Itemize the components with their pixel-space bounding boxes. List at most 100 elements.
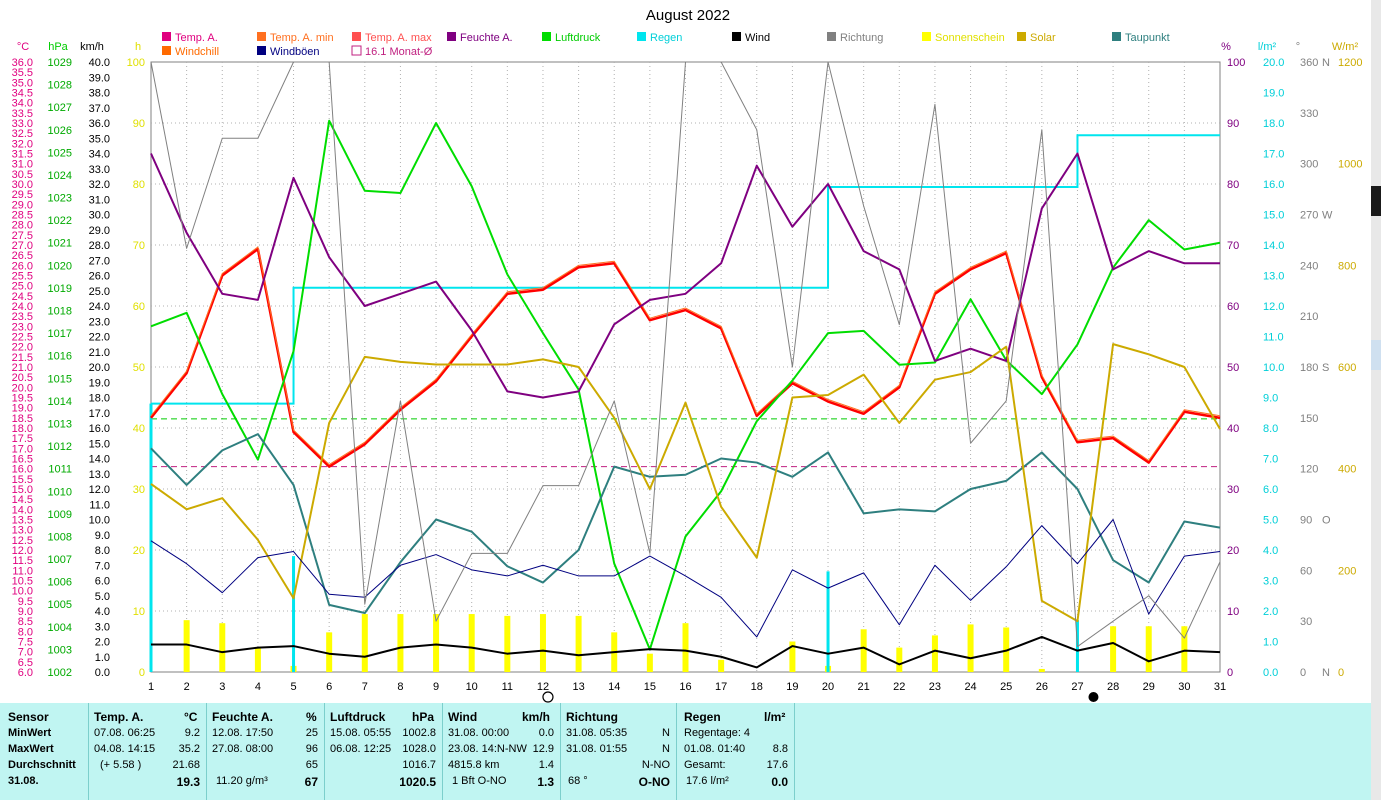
sun-tick-label: 60 bbox=[133, 301, 145, 313]
temp-tick-label: 14.5 bbox=[12, 494, 33, 506]
series-luftdruck-line bbox=[150, 119, 1221, 651]
humidity-tick-label: 90 bbox=[1227, 118, 1239, 130]
wind-tick-label: 15.0 bbox=[89, 438, 110, 450]
sunshine-bar bbox=[967, 624, 974, 672]
x-tick-label: 23 bbox=[929, 681, 941, 693]
temp-tick-label: 29.0 bbox=[12, 199, 33, 211]
axis-unit-pressure: hPa bbox=[48, 41, 68, 53]
temp-tick-label: 22.5 bbox=[12, 332, 33, 344]
wind-tick-label: 16.0 bbox=[89, 423, 110, 435]
solar-tick-label: 1200 bbox=[1338, 57, 1362, 69]
legend-swatch bbox=[352, 32, 361, 41]
direction-today: O-NO bbox=[638, 775, 670, 789]
rain-tick-label: 4.0 bbox=[1263, 545, 1278, 557]
wind-tick-label: 29.0 bbox=[89, 225, 110, 237]
pressure-unit: hPa bbox=[412, 710, 435, 724]
adjacent-window-edge bbox=[1371, 0, 1381, 800]
temp-tick-label: 27.0 bbox=[12, 240, 33, 252]
wind-tick-label: 30.0 bbox=[89, 210, 110, 222]
x-tick-label: 4 bbox=[255, 681, 261, 693]
temp-tick-label: 34.5 bbox=[12, 88, 33, 100]
direction-tick-label: 30 bbox=[1300, 616, 1312, 628]
temp-tick-label: 28.5 bbox=[12, 210, 33, 222]
temp-tick-label: 21.5 bbox=[12, 352, 33, 364]
x-tick-label: 25 bbox=[1000, 681, 1012, 693]
sun-tick-label: 30 bbox=[133, 484, 145, 496]
wind-tick-label: 19.0 bbox=[89, 377, 110, 389]
sunshine-bar bbox=[254, 647, 261, 672]
direction-tick-label: 90 bbox=[1300, 515, 1312, 527]
temp-tick-label: 18.0 bbox=[12, 423, 33, 435]
series-taupunkt-line bbox=[150, 433, 1221, 615]
rain-total-label: Gesamt: bbox=[684, 759, 726, 771]
humidity-avg-val: 65 bbox=[305, 759, 318, 771]
legend-label: Temp. A. min bbox=[270, 32, 334, 44]
temp-tick-label: 30.0 bbox=[12, 179, 33, 191]
humidity-abs: 11.20 g/m³ bbox=[216, 775, 268, 787]
temp-tick-label: 17.0 bbox=[12, 443, 33, 455]
wind-tick-label: 24.0 bbox=[89, 301, 110, 313]
rain-tick-label: 14.0 bbox=[1263, 240, 1284, 252]
sun-tick-label: 90 bbox=[133, 118, 145, 130]
legend-label: Luftdruck bbox=[555, 32, 601, 44]
temp-tick-label: 25.5 bbox=[12, 271, 33, 283]
pressure-tick-label: 1023 bbox=[48, 193, 72, 205]
wind-header: Wind bbox=[448, 710, 478, 724]
x-tick-label: 11 bbox=[502, 681, 513, 693]
sunshine-bar bbox=[539, 614, 546, 672]
legend-swatch bbox=[637, 32, 646, 41]
x-tick-label: 29 bbox=[1143, 681, 1155, 693]
wind-tick-label: 31.0 bbox=[89, 194, 110, 206]
solar-tick-label: 200 bbox=[1338, 565, 1356, 577]
sun-tick-label: 50 bbox=[133, 362, 145, 374]
x-tick-label: 15 bbox=[644, 681, 656, 693]
pressure-max-time: 06.08. 12:25 bbox=[330, 743, 392, 755]
legend-label: Taupunkt bbox=[1125, 32, 1170, 44]
legend-swatch bbox=[827, 32, 836, 41]
wind-tick-label: 20.0 bbox=[89, 362, 110, 374]
sunshine-bar bbox=[860, 629, 867, 672]
direction-tick-label: 300 bbox=[1300, 159, 1318, 171]
temp-tick-label: 32.0 bbox=[12, 138, 33, 150]
pressure-tick-label: 1003 bbox=[48, 644, 72, 656]
humidity-max-time: 27.08. 08:00 bbox=[212, 743, 274, 755]
solar-tick-label: 600 bbox=[1338, 362, 1356, 374]
wind-tick-label: 35.0 bbox=[89, 133, 110, 145]
direction-tick-label: 360 bbox=[1300, 57, 1318, 69]
solar-tick-label: 800 bbox=[1338, 260, 1356, 272]
rain-tick-label: 5.0 bbox=[1263, 515, 1278, 527]
rain-tick-label: 8.0 bbox=[1263, 423, 1278, 435]
wind-max-time: 23.08. 14:N-NW bbox=[448, 743, 527, 755]
wind-tick-label: 22.0 bbox=[89, 332, 110, 344]
pressure-tick-label: 1027 bbox=[48, 102, 72, 114]
wind-tick-label: 1.0 bbox=[95, 652, 110, 664]
row-label-max: MaxWert bbox=[8, 743, 54, 755]
sunshine-bar bbox=[468, 614, 475, 672]
wind-tick-label: 5.0 bbox=[95, 591, 110, 603]
direction-max-time: 31.08. 01:55 bbox=[566, 743, 628, 755]
x-tick-label: 16 bbox=[679, 681, 691, 693]
sunshine-bar bbox=[1110, 626, 1117, 672]
direction-min-val: N bbox=[662, 727, 670, 739]
legend-label: Temp. A. bbox=[175, 32, 218, 44]
wind-tick-label: 40.0 bbox=[89, 57, 110, 69]
pressure-tick-label: 1026 bbox=[48, 125, 72, 137]
rain-max-time: 01.08. 01:40 bbox=[684, 743, 746, 755]
pressure-header: Luftdruck bbox=[330, 710, 386, 724]
temp-tick-label: 19.5 bbox=[12, 393, 33, 405]
direction-header: Richtung bbox=[566, 710, 618, 724]
temp-tick-label: 15.0 bbox=[12, 484, 33, 496]
legend-label: Temp. A. max bbox=[365, 32, 432, 44]
humidity-max-val: 96 bbox=[305, 743, 318, 755]
rain-tick-label: 17.0 bbox=[1263, 149, 1284, 161]
rain-days: Regentage: 4 bbox=[684, 727, 751, 739]
wind-tick-label: 10.0 bbox=[89, 515, 110, 527]
pressure-tick-label: 1010 bbox=[48, 486, 72, 498]
x-tick-label: 24 bbox=[964, 681, 976, 693]
weather-chart: August 2022 Temp. A. Temp. A. min Temp. A. … bbox=[12, 7, 1362, 703]
rain-tick-label: 15.0 bbox=[1263, 210, 1284, 222]
sunshine-bar bbox=[1181, 626, 1188, 672]
chart-title: August 2022 bbox=[646, 7, 730, 24]
rain-today: 0.0 bbox=[771, 775, 788, 789]
wind-distance: 4815.8 km bbox=[448, 759, 500, 771]
